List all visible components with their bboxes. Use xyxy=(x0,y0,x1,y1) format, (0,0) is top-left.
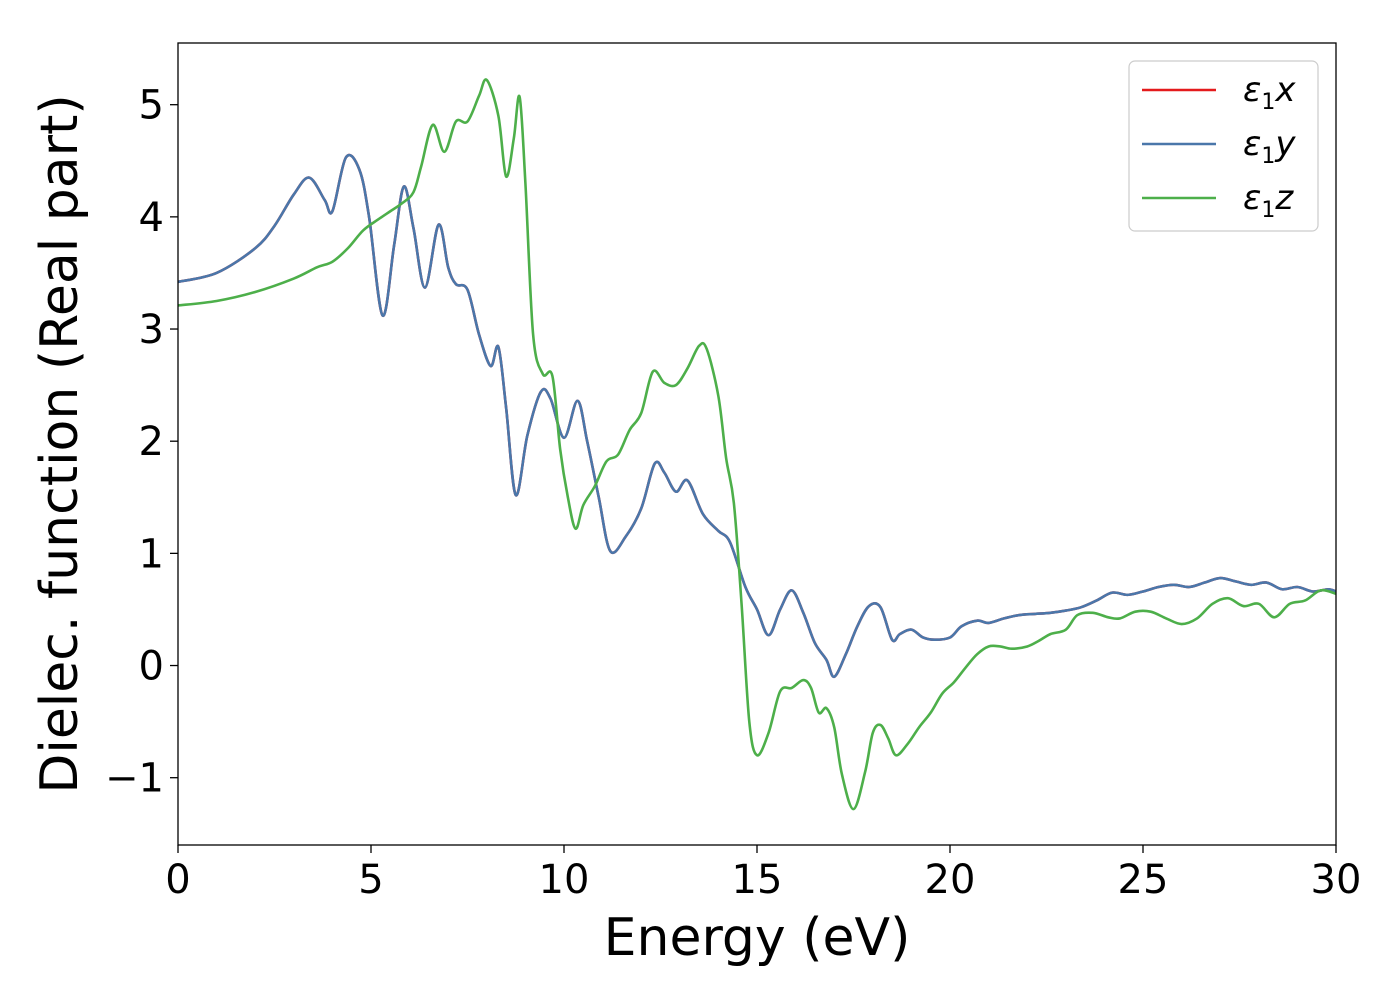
legend-label-subscript: 1 xyxy=(1261,144,1275,169)
legend-label: ε1z xyxy=(1243,178,1294,223)
x-axis-label: Energy (eV) xyxy=(604,908,911,968)
legend-label: ε1x xyxy=(1243,70,1296,115)
x-tick-label: 5 xyxy=(358,857,383,903)
y-tick-label: 2 xyxy=(139,419,164,465)
legend-label-variable: x xyxy=(1274,70,1296,110)
y-axis-label: Dielec. function (Real part) xyxy=(30,94,90,793)
y-tick-label: 3 xyxy=(139,307,164,353)
legend-label-base: ε xyxy=(1243,178,1261,218)
legend-label-variable: z xyxy=(1274,178,1294,218)
legend-label: ε1y xyxy=(1243,124,1296,169)
x-tick-label: 25 xyxy=(1118,857,1169,903)
x-tick-label: 30 xyxy=(1311,857,1362,903)
legend-label-subscript: 1 xyxy=(1261,198,1275,223)
x-axis: 0 5 10 15 20 25 30 xyxy=(165,845,1361,903)
y-tick-label: 5 xyxy=(139,83,164,129)
x-tick-label: 0 xyxy=(165,857,190,903)
series-layer xyxy=(178,78,1336,811)
x-tick-label: 15 xyxy=(732,857,783,903)
series-line-e1z xyxy=(178,78,1336,811)
y-axis: −1 0 1 2 3 4 5 xyxy=(105,83,178,802)
y-tick-label: 1 xyxy=(139,531,164,577)
y-tick-label: −1 xyxy=(105,756,164,802)
x-tick-label: 10 xyxy=(539,857,590,903)
x-tick-label: 20 xyxy=(925,857,976,903)
legend-label-subscript: 1 xyxy=(1261,90,1275,115)
legend-box xyxy=(1128,60,1319,232)
legend-label-base: ε xyxy=(1243,70,1261,110)
y-tick-label: 0 xyxy=(139,644,164,690)
y-tick-label: 4 xyxy=(139,195,164,241)
series-line-e1y xyxy=(178,153,1336,679)
legend-label-variable: y xyxy=(1274,124,1296,164)
legend-label-base: ε xyxy=(1243,124,1261,164)
